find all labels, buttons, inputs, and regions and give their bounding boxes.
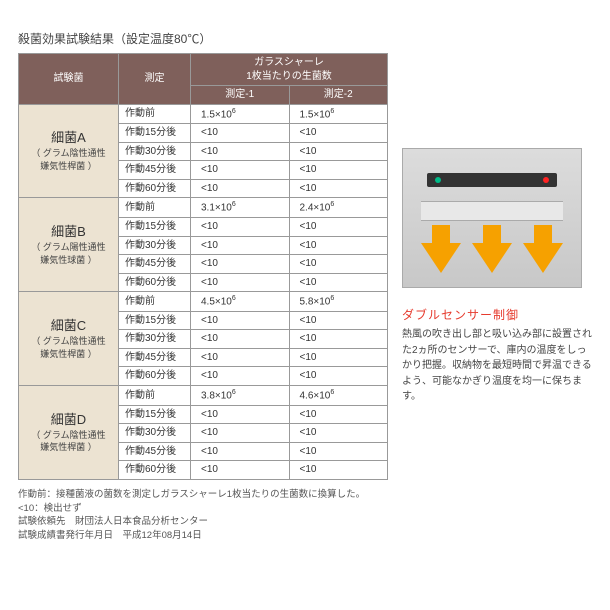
- bacteria-cell: 細菌B（ グラム陽性通性嫌気性球菌 ）: [19, 198, 119, 292]
- value-cell: <10: [191, 273, 290, 292]
- note-line: 試験成績書発行年月日 平成12年08月14日: [18, 529, 388, 543]
- value-cell: 4.5×106: [191, 292, 290, 312]
- value-cell: <10: [289, 218, 388, 237]
- table-row: 細菌C（ グラム陰性通性嫌気性桿菌 ）作動前4.5×1065.8×106: [19, 292, 388, 312]
- value-cell: <10: [289, 424, 388, 443]
- note-line: 試験依頼先 財団法人日本食品分析センター: [18, 515, 388, 529]
- value-cell: <10: [191, 179, 290, 198]
- measure-cell: 作動45分後: [119, 161, 191, 180]
- device-illustration: [402, 148, 582, 288]
- value-cell: <10: [191, 348, 290, 367]
- value-cell: <10: [289, 161, 388, 180]
- measure-cell: 作動30分後: [119, 142, 191, 161]
- measure-cell: 作動15分後: [119, 218, 191, 237]
- measure-cell: 作動15分後: [119, 311, 191, 330]
- value-cell: <10: [289, 236, 388, 255]
- page-title: 殺菌効果試験結果（設定温度80℃）: [18, 30, 388, 47]
- value-cell: 5.8×106: [289, 292, 388, 312]
- measure-cell: 作動前: [119, 385, 191, 405]
- notes: 作動前：接種菌液の菌数を測定しガラスシャーレ1枚当たりの生菌数に換算した。<10…: [18, 488, 388, 543]
- feature-title: ダブルセンサー制御: [402, 306, 592, 323]
- value-cell: <10: [191, 255, 290, 274]
- table-row: 細菌D（ グラム陰性通性嫌気性桿菌 ）作動前3.8×1064.6×106: [19, 385, 388, 405]
- value-cell: <10: [289, 273, 388, 292]
- value-cell: <10: [191, 218, 290, 237]
- value-cell: <10: [289, 142, 388, 161]
- results-table: 試験菌 測定 ガラスシャーレ1枚当たりの生菌数 測定-1 測定-2 細菌A（ グ…: [18, 53, 388, 480]
- value-cell: <10: [289, 255, 388, 274]
- value-cell: 2.4×106: [289, 198, 388, 218]
- measure-cell: 作動45分後: [119, 348, 191, 367]
- bacteria-cell: 細菌C（ グラム陰性通性嫌気性桿菌 ）: [19, 292, 119, 386]
- bacteria-cell: 細菌D（ グラム陰性通性嫌気性桿菌 ）: [19, 385, 119, 479]
- value-cell: <10: [191, 405, 290, 424]
- value-cell: <10: [289, 330, 388, 349]
- th-bacteria: 試験菌: [19, 54, 119, 105]
- bacteria-cell: 細菌A（ グラム陰性通性嫌気性桿菌 ）: [19, 104, 119, 198]
- device-slot: [421, 201, 563, 221]
- value-cell: <10: [289, 405, 388, 424]
- value-cell: <10: [191, 142, 290, 161]
- measure-cell: 作動前: [119, 198, 191, 218]
- value-cell: 1.5×106: [191, 104, 290, 124]
- measure-cell: 作動60分後: [119, 273, 191, 292]
- heat-arrow-icon: [421, 243, 461, 273]
- value-cell: <10: [191, 442, 290, 461]
- table-row: 細菌A（ グラム陰性通性嫌気性桿菌 ）作動前1.5×1061.5×106: [19, 104, 388, 124]
- value-cell: <10: [289, 311, 388, 330]
- value-cell: <10: [191, 461, 290, 480]
- measure-cell: 作動30分後: [119, 424, 191, 443]
- th-measure: 測定: [119, 54, 191, 105]
- measure-cell: 作動45分後: [119, 255, 191, 274]
- measure-cell: 作動60分後: [119, 461, 191, 480]
- table-row: 細菌B（ グラム陽性通性嫌気性球菌 ）作動前3.1×1062.4×106: [19, 198, 388, 218]
- measure-cell: 作動前: [119, 104, 191, 124]
- value-cell: 3.8×106: [191, 385, 290, 405]
- device-control-panel: [427, 173, 557, 187]
- th-v2: 測定-2: [289, 86, 388, 105]
- value-cell: <10: [289, 442, 388, 461]
- th-dish: ガラスシャーレ1枚当たりの生菌数: [191, 54, 388, 86]
- value-cell: <10: [289, 461, 388, 480]
- measure-cell: 作動15分後: [119, 124, 191, 143]
- measure-cell: 作動60分後: [119, 179, 191, 198]
- measure-cell: 作動60分後: [119, 367, 191, 386]
- value-cell: <10: [191, 424, 290, 443]
- feature-description: 熱風の吹き出し部と吸い込み部に設置された2ヵ所のセンサーで、庫内の温度をしっかり…: [402, 327, 592, 405]
- value-cell: 3.1×106: [191, 198, 290, 218]
- measure-cell: 作動30分後: [119, 236, 191, 255]
- note-line: <10：検出せず: [18, 502, 388, 516]
- value-cell: <10: [191, 124, 290, 143]
- value-cell: <10: [289, 124, 388, 143]
- value-cell: <10: [191, 236, 290, 255]
- note-line: 作動前：接種菌液の菌数を測定しガラスシャーレ1枚当たりの生菌数に換算した。: [18, 488, 388, 502]
- measure-cell: 作動45分後: [119, 442, 191, 461]
- value-cell: 4.6×106: [289, 385, 388, 405]
- value-cell: 1.5×106: [289, 104, 388, 124]
- value-cell: <10: [289, 367, 388, 386]
- heat-arrow-icon: [472, 243, 512, 273]
- heat-arrow-icon: [523, 243, 563, 273]
- measure-cell: 作動15分後: [119, 405, 191, 424]
- th-v1: 測定-1: [191, 86, 290, 105]
- value-cell: <10: [191, 367, 290, 386]
- value-cell: <10: [191, 161, 290, 180]
- value-cell: <10: [191, 311, 290, 330]
- value-cell: <10: [191, 330, 290, 349]
- measure-cell: 作動30分後: [119, 330, 191, 349]
- value-cell: <10: [289, 348, 388, 367]
- measure-cell: 作動前: [119, 292, 191, 312]
- value-cell: <10: [289, 179, 388, 198]
